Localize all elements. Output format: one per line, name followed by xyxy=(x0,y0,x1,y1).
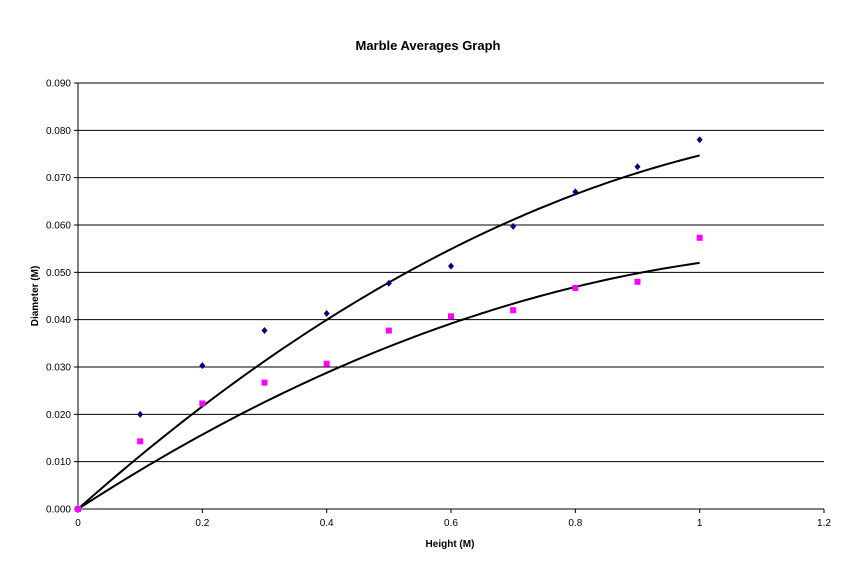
data-point-square xyxy=(137,438,144,445)
x-tick-label: 0.8 xyxy=(568,518,582,529)
data-point-square xyxy=(634,278,641,285)
x-tick-label: 1 xyxy=(697,518,703,529)
data-point-square xyxy=(75,506,81,512)
y-tick-label: 0.090 xyxy=(46,79,71,90)
y-tick-label: 0.000 xyxy=(46,505,71,516)
data-points xyxy=(75,136,703,513)
data-point-square xyxy=(385,327,392,334)
data-point-diamond xyxy=(572,188,579,196)
y-tick-label: 0.060 xyxy=(46,221,71,232)
data-point-square xyxy=(199,400,206,407)
data-point-diamond xyxy=(199,362,206,370)
grid-lines xyxy=(78,82,824,463)
data-point-square xyxy=(323,360,330,367)
y-axis-label: Diameter (M) xyxy=(30,266,41,327)
y-tick-label: 0.030 xyxy=(46,363,71,374)
y-tick-labels: 0.000 0.010 0.020 0.030 0.040 0.050 0.060 0.070… xyxy=(46,79,71,516)
data-point-diamond xyxy=(385,279,392,287)
x-tick-label: 1.2 xyxy=(817,518,831,529)
data-point-square xyxy=(696,234,703,241)
x-tick-labels: 0 0.2 0.4 0.6 0.8 1 1.2 xyxy=(75,518,831,529)
x-tick-label: 0.6 xyxy=(444,518,458,529)
y-tick-label: 0.020 xyxy=(46,410,71,421)
y-tick-label: 0.080 xyxy=(46,126,71,137)
data-point-square xyxy=(572,284,579,291)
data-point-diamond xyxy=(137,410,144,418)
trendline xyxy=(77,261,700,510)
x-tick-label: 0.4 xyxy=(320,518,334,529)
data-point-square xyxy=(510,307,517,314)
y-tick-label: 0.040 xyxy=(46,315,71,326)
x-axis-label: Height (M) xyxy=(426,539,475,550)
chart-title: Marble Averages Graph xyxy=(356,38,501,53)
data-point-diamond xyxy=(510,222,517,230)
y-tick-label: 0.070 xyxy=(46,173,71,184)
data-point-square xyxy=(448,313,454,320)
data-point-square xyxy=(261,379,268,386)
x-tick-label: 0.2 xyxy=(195,518,209,529)
data-point-diamond xyxy=(696,136,703,144)
axes xyxy=(74,82,825,513)
data-point-diamond xyxy=(261,327,268,335)
data-point-diamond xyxy=(634,163,641,171)
y-tick-label: 0.050 xyxy=(46,268,71,279)
data-point-diamond xyxy=(448,262,454,270)
x-tick-label: 0 xyxy=(75,518,81,529)
y-tick-label: 0.010 xyxy=(46,457,71,468)
data-point-diamond xyxy=(323,310,330,318)
